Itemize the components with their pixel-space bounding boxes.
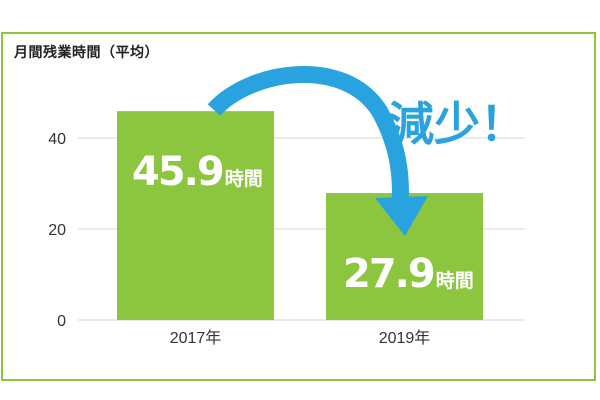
data-label: 27.9 時間 — [343, 251, 474, 297]
chart-title: 月間残業時間（平均） — [14, 45, 159, 61]
annotation-decrease: 減少！ — [388, 97, 526, 151]
y-tick-label: 0 — [57, 313, 66, 330]
chart-frame — [1, 32, 596, 381]
decrease-arrow — [207, 65, 409, 206]
y-tick-label: 20 — [48, 222, 66, 239]
arrow-head — [375, 196, 428, 236]
x-tick-label: 2017年 — [170, 329, 222, 347]
x-tick-label: 2019年 — [379, 329, 431, 347]
y-tick-label: 40 — [48, 131, 66, 148]
bar-2017年 — [117, 111, 274, 320]
data-label: 45.9 時間 — [132, 149, 263, 195]
